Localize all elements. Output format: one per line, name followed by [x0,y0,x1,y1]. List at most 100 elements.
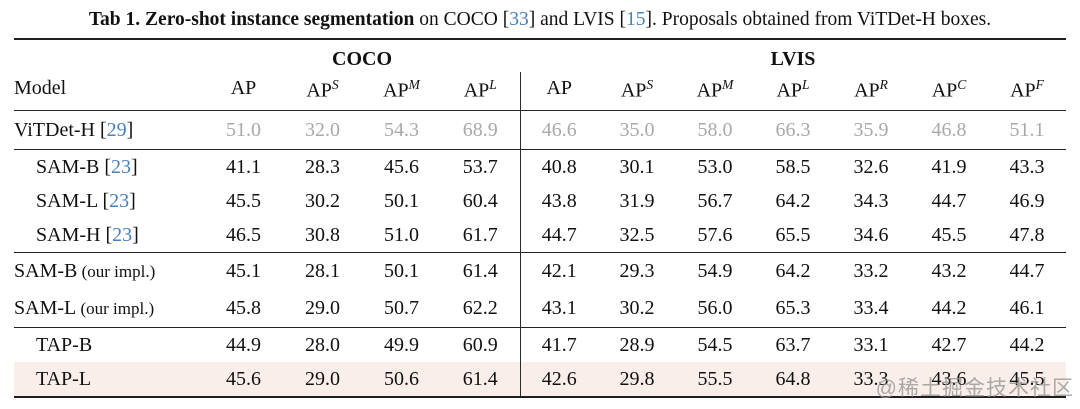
value-cell: 55.5 [676,361,754,397]
value-cell: 44.2 [931,297,967,320]
value-cell: 44.7 [931,189,967,212]
value-cell: 42.6 [520,361,598,397]
value-cell: 61.4 [441,252,521,290]
column-header-ap-m: APM [383,77,420,102]
caption-text-2: ] and LVIS [ [528,9,627,30]
value-cell: 44.2 [1009,333,1045,356]
value-cell: 64.2 [775,189,811,212]
value-cell: 45.5 [988,361,1067,397]
value-cell: 54.9 [697,260,733,283]
column-header-ap-s: APS [306,77,339,102]
value-cell: 43.6 [910,361,988,397]
column-header-ap-r: APR [854,77,888,102]
caption-text-1: on COCO [ [414,9,510,30]
results-table: COCO LVIS Model AP APS APM APL AP APS APM APL APR AP… [14,38,1067,398]
value-cell: 28.1 [305,260,340,283]
value-cell: 65.5 [775,223,811,246]
value-cell: 65.3 [775,297,811,320]
value-cell: 32.6 [853,155,889,178]
value-cell: 40.8 [541,155,577,178]
value-cell: 46.6 [541,118,577,141]
column-header-row: Model AP APS APM APL AP APS APM APL APR APC APF [14,72,1066,111]
column-header-ap: AP [546,76,573,99]
value-cell: 56.7 [697,189,733,212]
value-cell: 66.3 [775,118,811,141]
value-cell: 33.4 [853,297,889,320]
value-cell: 58.5 [775,155,811,178]
value-cell: 49.9 [384,333,419,356]
table-row-tap-b: TAP-B 44.9 28.0 49.9 60.9 41.7 28.9 54.5 63.7 33.… [14,327,1066,362]
value-cell: 46.8 [931,118,967,141]
table-caption: Tab 1. Zero-shot instance segmentation o… [0,0,1080,31]
value-cell: 43.1 [541,297,577,320]
table-row-sam-b: SAM-B (our impl.) 45.1 28.1 50.1 61.4 42.1 29.… [14,252,1066,290]
column-header-ap-l: APL [776,77,810,102]
table-row-sam-h: SAM-H [23] 46.5 30.8 51.0 61.7 44.7 32.5 57.6 65… [14,217,1067,253]
value-cell: 30.8 [305,223,340,246]
column-header-ap: AP [230,76,257,99]
value-cell: 45.8 [226,297,261,320]
citation-link-15[interactable]: 15 [626,9,646,30]
model-cell: ViTDet-H [29] [14,118,134,141]
model-suffix: (our impl.) [77,261,156,281]
value-cell: 30.2 [619,297,655,320]
caption-text-3: ]. Proposals obtained from ViTDet-H boxe… [645,9,992,30]
model-cell: SAM-B [23] [36,155,138,178]
value-cell: 45.6 [384,155,419,178]
model-cell: TAP-L [14,361,204,397]
group-header-coco: COCO [332,48,392,70]
value-cell: 28.0 [305,333,340,356]
group-header-spacer [14,39,204,72]
model-cell: SAM-B (our impl.) [14,259,156,282]
citation-link-23[interactable]: 23 [111,155,132,178]
value-cell: 29.3 [619,260,655,283]
value-cell: 63.7 [775,333,811,356]
value-cell: 45.5 [226,189,261,212]
value-cell: 30.1 [619,155,655,178]
value-cell: 31.9 [619,189,655,212]
value-cell: 33.3 [832,361,910,397]
column-header-ap-l: APL [441,72,521,111]
value-cell: 29.0 [283,361,362,397]
value-cell: 32.5 [619,223,655,246]
value-cell: 34.6 [853,223,889,246]
model-suffix: (our impl.) [76,298,155,318]
value-cell: 56.0 [697,297,733,320]
value-cell: 42.7 [931,333,967,356]
value-cell: 47.8 [1009,223,1045,246]
value-cell: 57.6 [697,223,733,246]
value-cell: 43.3 [1009,155,1045,178]
value-cell: 50.1 [384,260,419,283]
value-cell: 50.1 [384,189,419,212]
value-cell: 61.4 [441,361,521,397]
value-cell: 46.9 [1009,189,1045,212]
value-cell: 29.8 [598,361,676,397]
value-cell: 30.2 [305,189,340,212]
model-cell: SAM-H [23] [36,223,139,246]
column-header-ap-c: APC [931,77,967,102]
citation-link-23[interactable]: 23 [109,189,130,212]
value-cell: 41.1 [226,155,261,178]
value-cell: 44.9 [226,333,261,356]
group-header-lvis: LVIS [770,48,816,70]
group-header-row: COCO LVIS [14,39,1066,72]
value-cell: 41.9 [931,155,967,178]
value-cell: 68.9 [441,110,521,150]
value-cell: 28.3 [305,155,340,178]
table-row-sam-b: SAM-B [23] 41.1 28.3 45.6 53.7 40.8 30.1 53.0 58… [14,149,1066,184]
value-cell: 51.0 [384,223,419,246]
value-cell: 50.6 [362,361,441,397]
value-cell: 64.2 [775,260,811,283]
value-cell: 35.9 [853,118,889,141]
value-cell: 53.0 [697,155,733,178]
value-cell: 54.3 [384,118,419,141]
value-cell: 33.2 [853,260,889,283]
citation-link-33[interactable]: 33 [509,9,529,30]
table-row-tap-l: TAP-L 45.6 29.0 50.6 61.4 42.6 29.8 55.5 64.8 33.… [14,361,1067,397]
value-cell: 62.2 [441,289,521,328]
model-cell: SAM-L [23] [36,189,136,212]
table-header: COCO LVIS Model AP APS APM APL AP APS APM APL APR AP… [14,39,1067,111]
citation-link-29[interactable]: 29 [106,118,127,141]
citation-link-23[interactable]: 23 [112,223,133,246]
value-cell: 50.7 [384,297,419,320]
